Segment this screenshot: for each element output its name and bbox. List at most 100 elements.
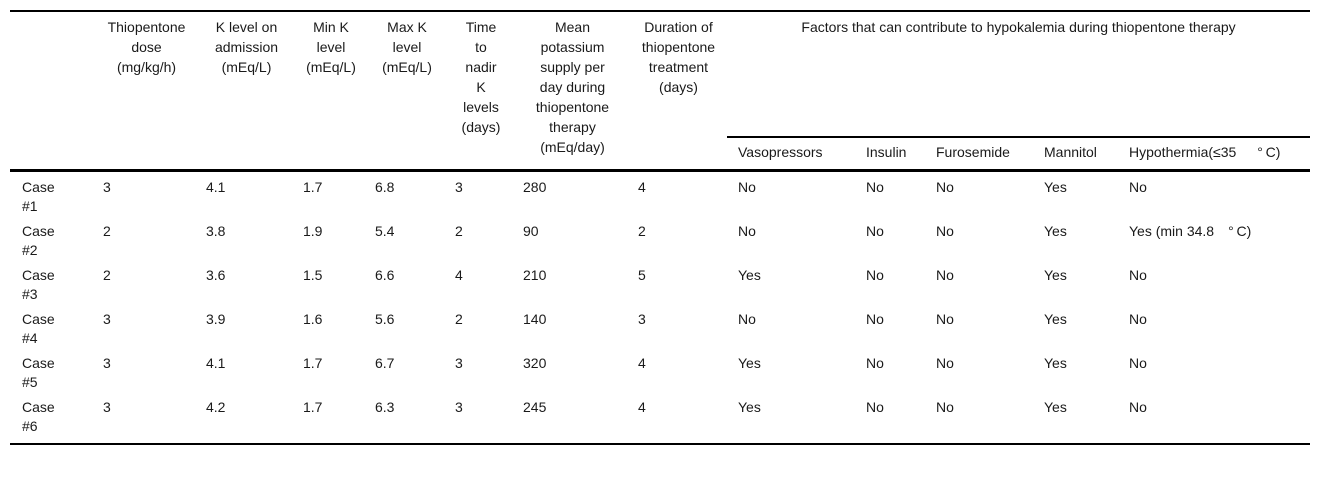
cell-mean-k-supply: 320 [523, 355, 547, 371]
cell-vasopressors: No [738, 311, 756, 327]
cell-k-admission: 4.2 [206, 399, 226, 415]
cell-vasopressors: No [738, 223, 756, 239]
col-header-max-k: Max K level (mEq/L) [382, 19, 432, 75]
cell-duration: 4 [638, 179, 646, 195]
cell-thiopentone-dose: 2 [103, 223, 111, 239]
cell-case-label: Case #2 [22, 223, 55, 258]
cell-mean-k-supply: 140 [523, 311, 547, 327]
cell-max-k: 6.8 [375, 179, 395, 195]
cell-min-k: 1.7 [303, 355, 323, 371]
cell-furosemide: No [936, 223, 954, 239]
cell-hypothermia: No [1129, 311, 1147, 327]
cell-furosemide: No [936, 355, 954, 371]
table-row-case-1: Case #1 3 4.1 1.7 6.8 3 280 4 No No No Y… [10, 171, 1310, 217]
cell-mean-k-supply: 245 [523, 399, 547, 415]
cell-case-label: Case #1 [22, 179, 55, 214]
cell-mannitol: Yes [1044, 267, 1067, 283]
col-header-k-admission: K level on admission (mEq/L) [214, 19, 279, 75]
cell-duration: 2 [638, 223, 646, 239]
cell-time-to-nadir: 3 [455, 355, 463, 371]
cell-k-admission: 4.1 [206, 179, 226, 195]
cell-case-label: Case #3 [22, 267, 55, 302]
cell-insulin: No [866, 223, 884, 239]
cell-hypothermia: No [1129, 267, 1147, 283]
cell-insulin: No [866, 311, 884, 327]
cell-case-label: Case #5 [22, 355, 55, 390]
cell-min-k: 1.9 [303, 223, 323, 239]
cell-case-label: Case #6 [22, 399, 55, 434]
cell-furosemide: No [936, 311, 954, 327]
cell-time-to-nadir: 3 [455, 399, 463, 415]
col-header-thiopentone-dose: Thiopentone dose (mg/kg/h) [107, 19, 186, 75]
cell-duration: 4 [638, 399, 646, 415]
header-row-main: Thiopentone dose (mg/kg/h) K level on ad… [10, 11, 1311, 155]
table-row-case-5: Case #5 3 4.1 1.7 6.7 3 320 4 Yes No No … [10, 348, 1310, 392]
cell-time-to-nadir: 4 [455, 267, 463, 283]
col-header-time-to-nadir: Time to nadir K levels (days) [461, 19, 501, 135]
cell-furosemide: No [936, 399, 954, 415]
table-row-case-6: Case #6 3 4.2 1.7 6.3 3 245 4 Yes No No … [10, 392, 1310, 444]
cell-insulin: No [866, 355, 884, 371]
table-row-case-2: Case #2 2 3.8 1.9 5.4 2 90 2 No No No Ye… [10, 216, 1310, 260]
cell-max-k: 6.3 [375, 399, 395, 415]
corner-header [10, 11, 95, 171]
cell-vasopressors: Yes [738, 267, 761, 283]
cell-min-k: 1.7 [303, 179, 323, 195]
cell-k-admission: 3.9 [206, 311, 226, 327]
factor-col-hypothermia: Hypothermia(≤35 ° C) [1129, 144, 1281, 160]
table-row-case-3: Case #3 2 3.6 1.5 6.6 4 210 5 Yes No No … [10, 260, 1310, 304]
factor-col-vasopressors: Vasopressors [738, 144, 823, 160]
cell-furosemide: No [936, 267, 954, 283]
cell-thiopentone-dose: 3 [103, 311, 111, 327]
cell-max-k: 6.7 [375, 355, 395, 371]
cell-mean-k-supply: 280 [523, 179, 547, 195]
cell-thiopentone-dose: 3 [103, 355, 111, 371]
header-row-factors: Vasopressors Insulin Furosemide Mannitol… [10, 137, 1310, 171]
cell-mannitol: Yes [1044, 399, 1067, 415]
cell-time-to-nadir: 2 [455, 223, 463, 239]
factor-col-mannitol: Mannitol [1044, 144, 1097, 160]
cell-mannitol: Yes [1044, 311, 1067, 327]
cell-hypothermia: No [1129, 399, 1147, 415]
cell-thiopentone-dose: 3 [103, 399, 111, 415]
cell-hypothermia: No [1129, 355, 1147, 371]
factor-col-insulin: Insulin [866, 144, 907, 160]
cell-hypothermia: No [1129, 179, 1147, 195]
cell-vasopressors: Yes [738, 399, 761, 415]
cell-mean-k-supply: 210 [523, 267, 547, 283]
cell-time-to-nadir: 3 [455, 179, 463, 195]
cell-mean-k-supply: 90 [523, 223, 539, 239]
cell-time-to-nadir: 2 [455, 311, 463, 327]
cell-vasopressors: Yes [738, 355, 761, 371]
cell-k-admission: 4.1 [206, 355, 226, 371]
cell-max-k: 5.4 [375, 223, 395, 239]
cell-duration: 3 [638, 311, 646, 327]
cell-max-k: 5.6 [375, 311, 395, 327]
col-header-duration: Duration of thiopentone treatment (days) [641, 19, 716, 95]
cell-insulin: No [866, 267, 884, 283]
cell-hypothermia: Yes (min 34.8 ° C) [1129, 223, 1252, 239]
cell-furosemide: No [936, 179, 954, 195]
thiopentone-cases-table: Thiopentone dose (mg/kg/h) K level on ad… [10, 10, 1311, 445]
cell-vasopressors: No [738, 179, 756, 195]
cell-thiopentone-dose: 3 [103, 179, 111, 195]
cell-min-k: 1.7 [303, 399, 323, 415]
cell-min-k: 1.5 [303, 267, 323, 283]
cell-max-k: 6.6 [375, 267, 395, 283]
cell-insulin: No [866, 179, 884, 195]
col-header-min-k: Min K level (mEq/L) [306, 19, 356, 75]
factors-group-header: Factors that can contribute to hypokalem… [727, 11, 1311, 138]
cell-k-admission: 3.8 [206, 223, 226, 239]
cell-min-k: 1.6 [303, 311, 323, 327]
cell-mannitol: Yes [1044, 179, 1067, 195]
factor-col-furosemide: Furosemide [936, 144, 1010, 160]
cell-k-admission: 3.6 [206, 267, 226, 283]
table-row-case-4: Case #4 3 3.9 1.6 5.6 2 140 3 No No No Y… [10, 304, 1310, 348]
cell-duration: 5 [638, 267, 646, 283]
cell-case-label: Case #4 [22, 311, 55, 346]
cell-thiopentone-dose: 2 [103, 267, 111, 283]
cell-insulin: No [866, 399, 884, 415]
cell-mannitol: Yes [1044, 355, 1067, 371]
cell-duration: 4 [638, 355, 646, 371]
